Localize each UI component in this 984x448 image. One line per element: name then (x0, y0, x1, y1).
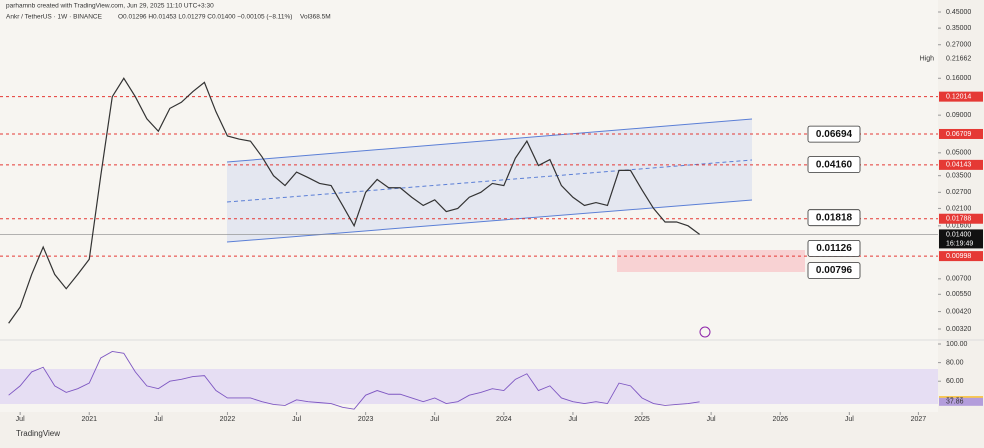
credit: parhamnb created with TradingView.com, J… (6, 3, 214, 10)
x-tick-label: 2025 (634, 416, 650, 423)
y-tick-label: 0.00320 (946, 326, 971, 333)
event-icon (699, 326, 711, 338)
y-tick-label: 0.02100 (946, 205, 971, 212)
x-tick-label: Jul (707, 416, 716, 423)
volume: Vol368.5M (300, 14, 331, 21)
level-tag (939, 213, 983, 224)
x-tick-label: 2024 (496, 416, 512, 423)
y-tick-label: 0.01600 (946, 223, 971, 230)
current-tag (939, 229, 983, 249)
level-label: 0.01788 (946, 216, 971, 223)
channel-bottom (226, 199, 753, 243)
y-tick-label: 0.00550 (946, 291, 971, 298)
rsi-tick-label: 100.00 (946, 341, 968, 348)
current-label: 0.01400 (946, 231, 971, 238)
x-tick-label: Jul (154, 416, 163, 423)
footer: TradingView (16, 429, 60, 438)
y-tick-label: 0.09000 (946, 112, 971, 119)
symbol: Ankr / TetherUS · 1W · BINANCE (6, 14, 103, 21)
rsi-line (8, 350, 700, 410)
annotation: 0.00796 (816, 265, 853, 276)
level-label: 0.06709 (946, 131, 971, 138)
y-tick-label: 0.03500 (946, 173, 971, 180)
rsi-tag-label: 37.86 (946, 399, 964, 406)
x-tick-label: Jul (568, 416, 577, 423)
y-tick-label: 0.45000 (946, 9, 971, 16)
x-tick-label: 2027 (911, 416, 927, 423)
annotation-box (807, 156, 861, 174)
ohlc: O0.01296 H0.01453 L0.01279 C0.01400 −0.0… (118, 14, 292, 21)
annotation: 0.01818 (816, 212, 853, 223)
y-tick-label: 0.00420 (946, 308, 971, 315)
channel-top (226, 118, 753, 163)
level-tag (939, 251, 983, 262)
high-label: High (920, 56, 935, 63)
x-tick-label: 2021 (81, 416, 97, 423)
level-tag (939, 128, 983, 139)
x-tick-label: 2022 (220, 416, 236, 423)
high-value: 0.21662 (946, 56, 971, 63)
price-line (8, 77, 700, 324)
x-tick-label: Jul (845, 416, 854, 423)
zone (617, 250, 805, 272)
level-label: 0.12014 (946, 93, 971, 100)
level-label: 0.00998 (946, 253, 971, 260)
x-tick-label: Jul (292, 416, 301, 423)
annotation-box (807, 209, 861, 227)
annotation: 0.04160 (816, 159, 853, 170)
y-tick-label: 0.02700 (946, 189, 971, 196)
x-tick-label: 2023 (358, 416, 374, 423)
annotation: 0.01126 (816, 243, 852, 254)
annotation-box (807, 262, 861, 279)
channel-fill (227, 119, 752, 242)
rsi-tick-label: 80.00 (946, 359, 964, 366)
rsi-tag (939, 397, 983, 406)
level-tag (939, 159, 983, 170)
y-tick-label: 0.16000 (946, 75, 971, 82)
channel-mid (226, 159, 753, 203)
rsi-band (0, 369, 938, 404)
x-tick-label: Jul (430, 416, 439, 423)
level-label: 0.04143 (946, 162, 971, 169)
annotation-box (807, 125, 861, 143)
y-tick-label: 0.27000 (946, 42, 971, 49)
y-tick-label: 0.35000 (946, 25, 971, 32)
y-tick-label: 0.05000 (946, 150, 971, 157)
x-tick-label: 2026 (772, 416, 788, 423)
level-tag (939, 91, 983, 102)
y-tick-label: 0.00700 (946, 276, 971, 283)
annotation-box (807, 239, 861, 257)
x-tick-label: Jul (16, 416, 25, 423)
annotation: 0.06694 (816, 129, 853, 140)
rsi-tick-label: 60.00 (946, 378, 964, 385)
countdown: 16:19:49 (946, 240, 973, 247)
